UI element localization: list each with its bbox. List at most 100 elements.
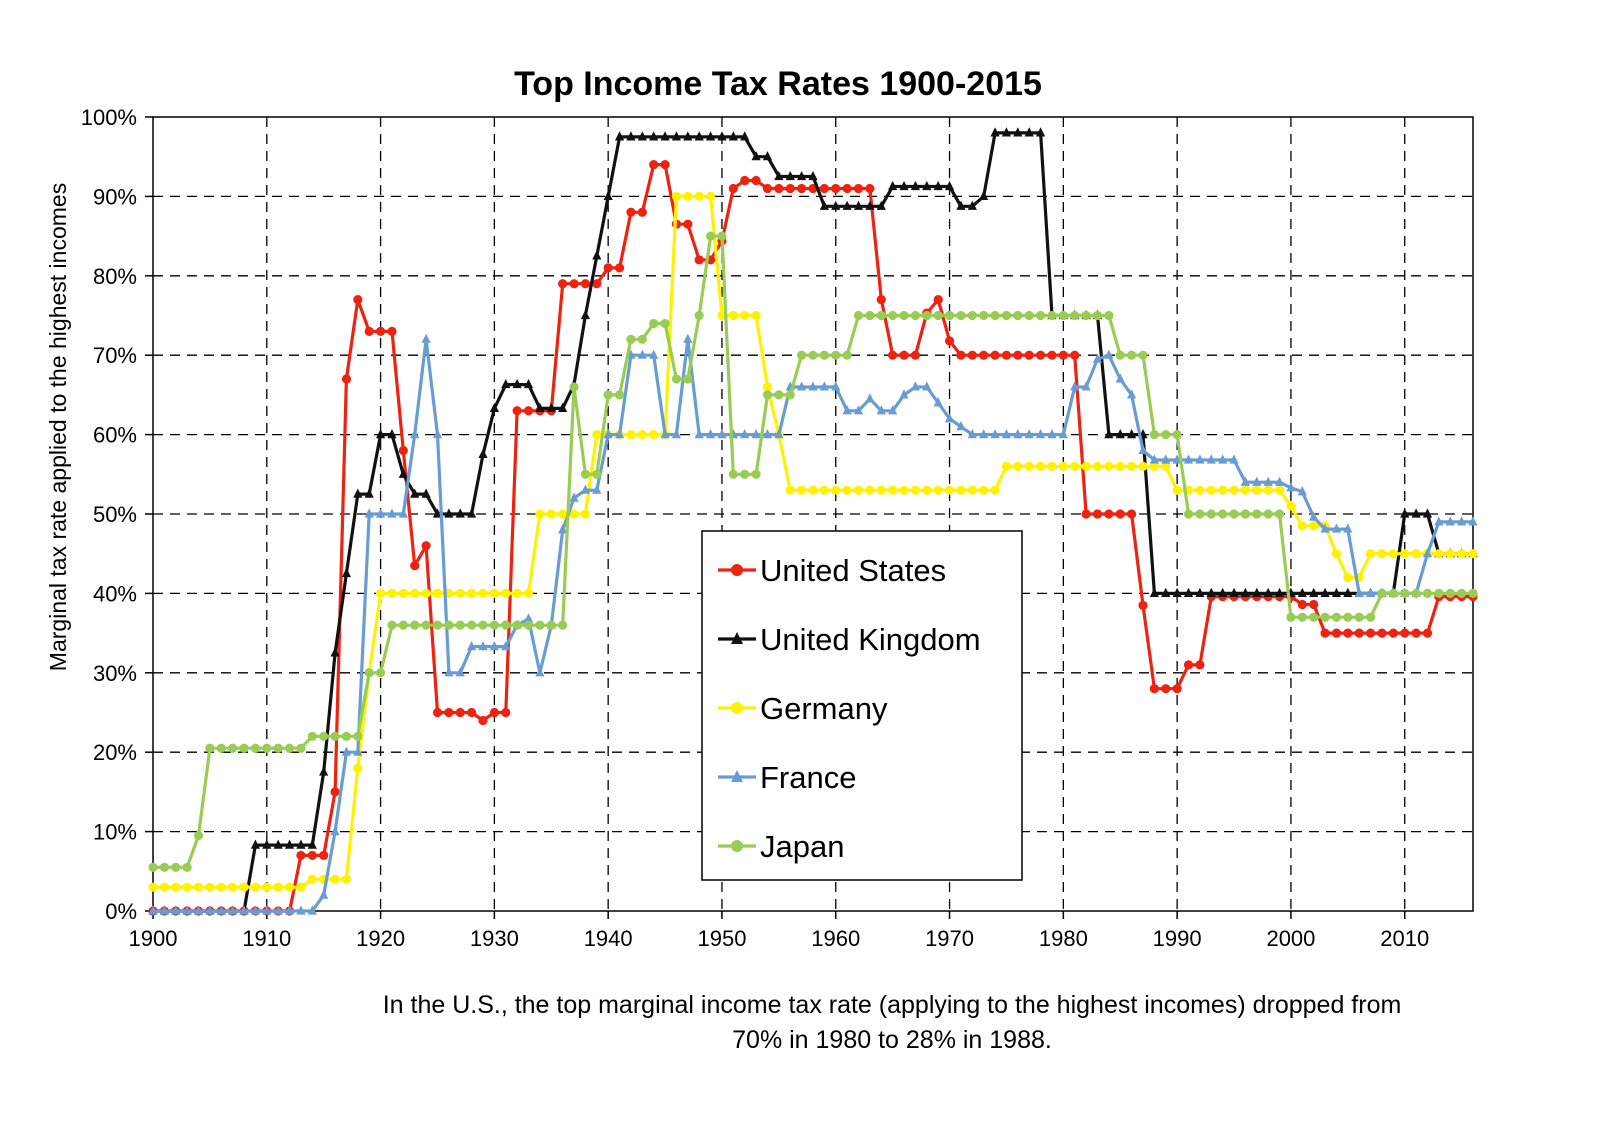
data-point — [1138, 600, 1148, 610]
data-point — [535, 509, 545, 519]
data-point — [1047, 461, 1057, 471]
data-point — [1388, 588, 1398, 599]
data-point — [956, 350, 966, 360]
data-point — [262, 905, 272, 915]
data-point — [797, 381, 807, 391]
data-point — [1218, 454, 1228, 464]
data-point — [876, 295, 886, 305]
data-point — [1013, 429, 1023, 439]
data-point — [558, 509, 568, 519]
data-point — [876, 485, 886, 495]
data-point — [910, 180, 921, 191]
data-point — [1457, 516, 1467, 526]
data-point — [410, 561, 420, 571]
data-point — [455, 620, 465, 630]
data-point — [250, 839, 261, 849]
data-point — [1127, 389, 1137, 399]
data-point — [1127, 350, 1137, 360]
legend-label: France — [760, 760, 856, 795]
data-point — [592, 469, 602, 479]
data-point — [501, 588, 511, 599]
data-point — [694, 191, 704, 201]
data-point — [239, 882, 249, 892]
data-point — [421, 333, 431, 343]
data-point — [649, 349, 659, 359]
legend-item-japan: Japan — [718, 829, 844, 864]
data-point — [1161, 461, 1171, 471]
data-point — [751, 151, 761, 161]
data-point — [1149, 454, 1159, 464]
data-point — [148, 882, 158, 892]
data-point — [1422, 548, 1433, 558]
data-point — [705, 191, 716, 201]
data-point — [705, 429, 716, 439]
data-point — [853, 485, 864, 495]
data-point — [478, 588, 488, 599]
data-point — [182, 862, 192, 872]
data-point — [558, 524, 568, 534]
data-point — [228, 743, 238, 753]
data-point — [1434, 516, 1444, 526]
data-point — [193, 830, 204, 841]
data-point — [1149, 461, 1159, 471]
data-point — [250, 743, 261, 753]
data-point — [705, 131, 716, 141]
data-point — [1024, 310, 1034, 321]
data-point — [740, 469, 750, 479]
data-point — [489, 402, 499, 412]
data-point — [819, 485, 829, 495]
data-point — [1058, 310, 1068, 321]
x-tick-label: 1930 — [470, 926, 519, 951]
data-point — [375, 508, 386, 518]
data-point — [341, 567, 352, 578]
data-point — [353, 731, 363, 741]
data-point — [171, 905, 181, 915]
data-point — [512, 588, 522, 599]
data-point — [1309, 521, 1319, 531]
data-point — [876, 405, 886, 415]
data-point — [922, 381, 932, 391]
data-point — [853, 310, 864, 321]
data-point — [626, 334, 636, 344]
data-point — [1297, 599, 1307, 610]
data-point — [1263, 476, 1273, 486]
data-point — [159, 882, 169, 892]
data-point — [603, 190, 613, 200]
data-point — [865, 200, 875, 210]
data-point — [626, 131, 636, 141]
data-point — [307, 905, 317, 915]
data-point — [1058, 350, 1068, 360]
data-point — [273, 839, 283, 849]
data-point — [375, 326, 386, 336]
caption-line-2: 70% in 1980 to 28% in 1988. — [732, 1026, 1052, 1054]
data-point — [546, 509, 556, 519]
legend-swatch-marker — [731, 632, 743, 644]
data-point — [205, 905, 215, 915]
series-japan — [148, 231, 1478, 872]
data-point — [660, 160, 670, 170]
data-point — [1240, 587, 1251, 597]
data-point — [319, 850, 329, 861]
data-point — [1161, 684, 1171, 694]
data-point — [751, 310, 761, 321]
data-point — [1013, 461, 1023, 471]
data-point — [478, 715, 488, 726]
data-point — [1309, 511, 1319, 521]
legend-swatch-marker — [731, 770, 743, 782]
data-point — [1183, 509, 1194, 519]
data-point — [489, 588, 499, 599]
data-point — [1229, 509, 1239, 519]
data-point — [1263, 587, 1273, 597]
data-point — [717, 131, 727, 141]
data-point — [330, 787, 340, 797]
data-point — [1388, 549, 1398, 559]
data-point — [171, 882, 181, 892]
data-point — [330, 826, 340, 836]
data-point — [831, 350, 841, 360]
data-point — [660, 429, 670, 439]
data-point — [546, 620, 556, 630]
data-point — [444, 508, 454, 518]
legend-label: Germany — [760, 691, 888, 726]
data-point — [432, 429, 443, 439]
data-point — [1183, 454, 1194, 464]
